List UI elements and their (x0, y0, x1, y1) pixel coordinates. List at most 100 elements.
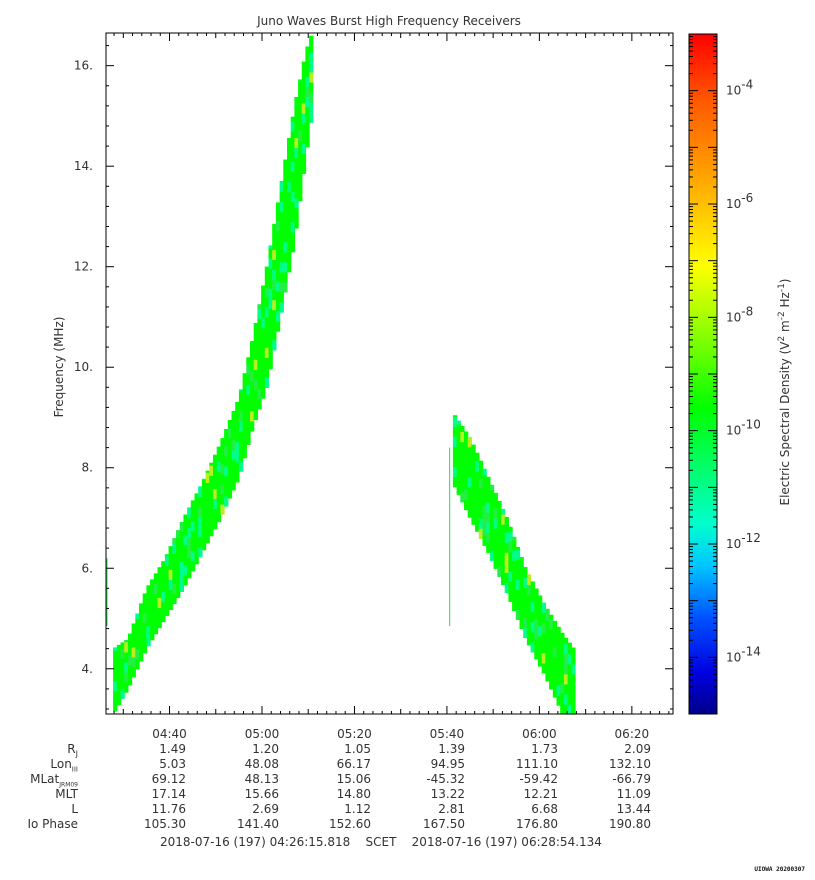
spectrogram-cell (253, 339, 258, 350)
eph-value: 48.08 (244, 757, 279, 771)
spectrogram-cell (124, 639, 129, 643)
spectrogram-cell (501, 508, 506, 515)
spectrogram-cell (560, 642, 565, 654)
spectrogram-cell (294, 177, 299, 189)
spectrogram-cell (161, 591, 166, 603)
spectrogram-cell (556, 634, 561, 646)
spectrogram-cell (471, 483, 476, 495)
spectrogram-cell (253, 399, 258, 411)
spectrogram-cell (161, 611, 166, 623)
spectrogram-cell (478, 518, 484, 529)
spectrogram-cell (493, 548, 498, 559)
spectrogram-cell (497, 536, 502, 547)
spectrogram-cell (534, 598, 539, 610)
spectrogram-cell (150, 579, 155, 590)
spectrogram-cell (309, 112, 314, 123)
spectrogram-cell (272, 249, 277, 260)
spectrogram-cell (268, 298, 273, 309)
spectrogram-cell (231, 419, 236, 431)
spectrogram-cell (563, 637, 569, 645)
spectrogram-cell (501, 554, 506, 565)
spectrogram-cell (482, 495, 487, 506)
spectrogram-cell (164, 575, 170, 586)
spectrogram-cell (242, 373, 247, 378)
spectrogram-cell (287, 171, 292, 182)
spectrogram-cell (153, 613, 159, 625)
spectrogram-cell (571, 673, 576, 685)
spectrogram-cell (261, 287, 266, 299)
spectrogram-cell (460, 431, 465, 443)
spectrogram-cell (279, 231, 284, 243)
spectrogram-cell (287, 241, 292, 253)
spectrogram-cell (294, 157, 299, 169)
spectrogram-cell (272, 229, 277, 240)
spectrogram-cell (489, 489, 495, 501)
spectrogram-cell (235, 431, 240, 443)
spectrogram-cell (142, 622, 147, 634)
spectrogram-cell (305, 76, 310, 88)
spectrogram-cell (283, 261, 288, 273)
spectrogram-cell (135, 638, 140, 650)
spectrogram-cell (301, 143, 307, 154)
spectrogram-cell (201, 489, 207, 500)
spectrogram-cell (153, 603, 159, 615)
spectrogram-cell (294, 217, 299, 229)
spectrogram-cell (150, 609, 155, 621)
spectrogram-cell (567, 703, 572, 715)
spectrogram-cell (501, 574, 506, 585)
spectrogram-cell (161, 561, 166, 572)
spectrogram-cell (538, 645, 543, 657)
spectrogram-cell (150, 599, 155, 611)
spectrogram-cell (456, 484, 461, 495)
spectrogram-cell (519, 556, 524, 559)
spectrogram-cell (172, 563, 177, 574)
spectrogram-cell (242, 427, 247, 439)
spectrogram-cell (205, 522, 210, 534)
spectrogram-cell (541, 662, 546, 674)
spectrogram-cell (250, 370, 255, 382)
spectrogram-cell (179, 551, 184, 562)
spectrogram-cell (150, 629, 155, 641)
spectrogram-cell (519, 618, 524, 630)
spectrogram-cell (176, 537, 181, 548)
spectrogram-cell (305, 46, 310, 57)
spectrogram-cell (209, 485, 214, 496)
spectrogram-cell (172, 538, 177, 544)
spectrogram-cell (157, 597, 162, 609)
spectrogram-cell (190, 540, 196, 552)
spectrogram-cell (213, 454, 218, 459)
spectrogram-cell (224, 495, 229, 507)
spectrogram-cell (146, 605, 151, 617)
eph-label-mlat: MLatJRM09 (30, 772, 78, 789)
spectrogram-cell (176, 587, 181, 598)
spectrogram-cell (475, 452, 480, 462)
spectrogram-cell (183, 574, 188, 586)
spectrogram-cell (287, 161, 292, 172)
spectrogram-cell (556, 626, 561, 636)
spectrogram-cell (164, 565, 170, 576)
eph-value: 141.40 (237, 817, 279, 831)
spectrogram-cell (567, 642, 572, 645)
spectrogram-cell (560, 662, 565, 674)
spectrogram-cell (475, 460, 480, 472)
spectrogram-cell (467, 446, 472, 458)
spectrogram-cell (135, 658, 140, 670)
spectrogram-cell (486, 522, 491, 533)
spectrogram-cell (227, 437, 233, 449)
spectrogram-cell (187, 537, 192, 549)
spectrogram-cell (515, 549, 521, 560)
spectrogram-cell (497, 556, 502, 567)
spectrogram-cell (231, 429, 236, 441)
spectrogram-cell (464, 431, 469, 440)
spectrogram-cell (272, 299, 277, 311)
spectrogram-cell (508, 551, 513, 562)
spectrogram-cell (187, 567, 192, 579)
spectrogram-cell (290, 221, 295, 233)
spectrogram-cell (257, 338, 262, 350)
spectrogram-cell (246, 424, 251, 435)
spectrogram-cell (275, 321, 281, 332)
spectrogram-cell (519, 568, 524, 579)
spectrogram-cell (124, 641, 129, 653)
spectrogram-cell (287, 221, 292, 233)
spectrogram-cell (290, 116, 295, 122)
